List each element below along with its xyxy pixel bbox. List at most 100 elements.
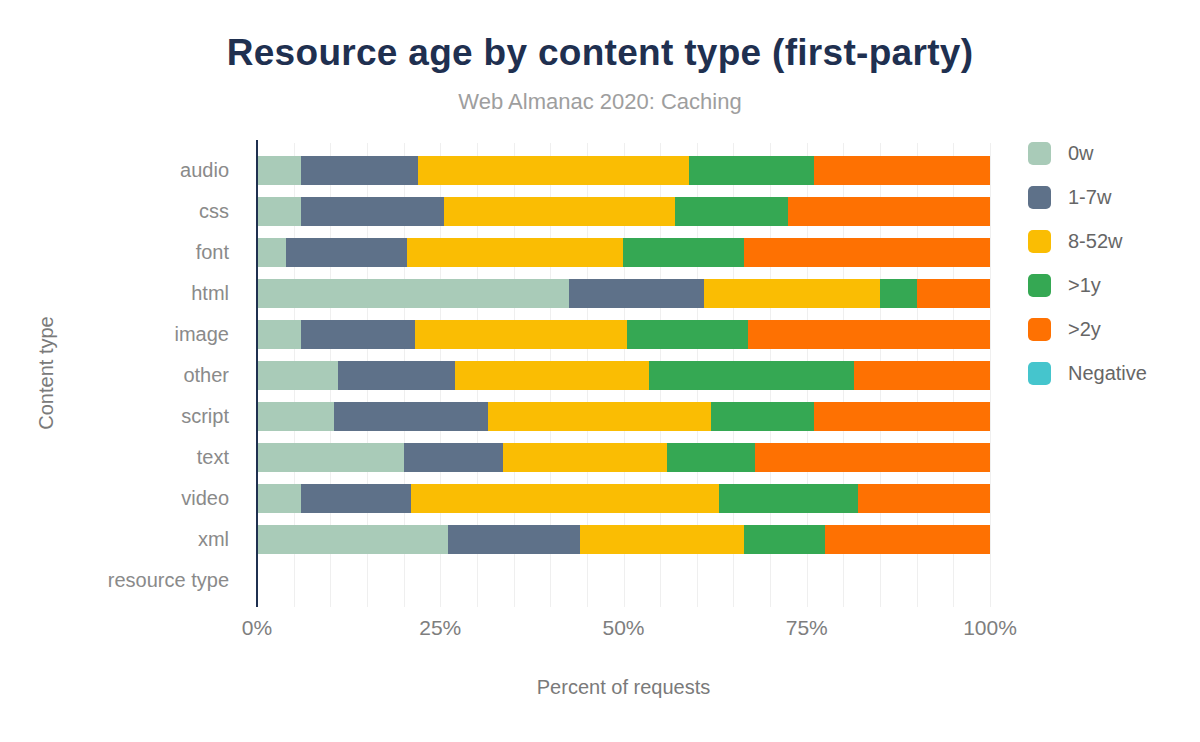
- bar-row-resource-type: [257, 566, 990, 595]
- bar-segment-0w[interactable]: [257, 402, 334, 431]
- bar-segment-8-52w[interactable]: [415, 320, 628, 349]
- bar-segment-1-7w[interactable]: [569, 279, 705, 308]
- legend-swatch-0w: [1028, 142, 1051, 165]
- legend-swatch-8-52w: [1028, 230, 1051, 253]
- bar-segment-8-52w[interactable]: [418, 156, 689, 185]
- bar-segment-1-7w[interactable]: [338, 361, 455, 390]
- x-tick-label-100-: 100%: [963, 616, 1017, 640]
- bar-segment--2y[interactable]: [814, 156, 990, 185]
- bar-segment--1y[interactable]: [880, 279, 917, 308]
- bar-row-font: [257, 238, 990, 267]
- bar-segment-0w[interactable]: [257, 443, 404, 472]
- bar-segment--1y[interactable]: [711, 402, 814, 431]
- bar-row-other: [257, 361, 990, 390]
- legend: 0w 1-7w 8-52w >1y >2y Negative: [1028, 142, 1147, 406]
- bar-segment-0w[interactable]: [257, 525, 448, 554]
- bar-segment--1y[interactable]: [667, 443, 755, 472]
- x-ticks: 0%25%50%75%100%: [257, 616, 990, 644]
- page-title: Resource age by content type (first-part…: [0, 32, 1200, 74]
- bar-segment--2y[interactable]: [854, 361, 990, 390]
- x-tick-label-50-: 50%: [602, 616, 644, 640]
- bar-segment--2y[interactable]: [744, 238, 990, 267]
- legend-label--2y: >2y: [1068, 318, 1101, 341]
- category-label-other: other: [0, 361, 243, 390]
- bar-row-audio: [257, 156, 990, 185]
- legend-label-negative: Negative: [1068, 362, 1147, 385]
- legend-label-1-7w: 1-7w: [1068, 186, 1111, 209]
- bar-segment-8-52w[interactable]: [407, 238, 623, 267]
- bar-segment-8-52w[interactable]: [580, 525, 745, 554]
- bar-row-css: [257, 197, 990, 226]
- bar-segment--2y[interactable]: [755, 443, 990, 472]
- bar-segment-0w[interactable]: [257, 484, 301, 513]
- legend-item-8-52w[interactable]: 8-52w: [1028, 230, 1147, 253]
- legend-label-8-52w: 8-52w: [1068, 230, 1122, 253]
- bar-segment-8-52w[interactable]: [455, 361, 649, 390]
- category-label-html: html: [0, 279, 243, 308]
- legend-item-0w[interactable]: 0w: [1028, 142, 1147, 165]
- category-label-css: css: [0, 197, 243, 226]
- legend-label--1y: >1y: [1068, 274, 1101, 297]
- bar-segment-8-52w[interactable]: [503, 443, 668, 472]
- bar-segment-8-52w[interactable]: [488, 402, 712, 431]
- chart-subtitle: Web Almanac 2020: Caching: [0, 89, 1200, 115]
- category-label-script: script: [0, 402, 243, 431]
- legend-item--1y[interactable]: >1y: [1028, 274, 1147, 297]
- legend-label-0w: 0w: [1068, 142, 1094, 165]
- legend-swatch-negative: [1028, 362, 1051, 385]
- category-label-text: text: [0, 443, 243, 472]
- bar-segment--1y[interactable]: [675, 197, 789, 226]
- bar-segment--1y[interactable]: [744, 525, 825, 554]
- bar-segment-0w[interactable]: [257, 279, 569, 308]
- legend-item--2y[interactable]: >2y: [1028, 318, 1147, 341]
- bar-segment--1y[interactable]: [627, 320, 748, 349]
- bar-segment-1-7w[interactable]: [301, 156, 418, 185]
- bar-segment-0w[interactable]: [257, 361, 338, 390]
- bar-segment--2y[interactable]: [825, 525, 990, 554]
- category-label-audio: audio: [0, 156, 243, 185]
- legend-swatch-1-7w: [1028, 186, 1051, 209]
- bar-segment--2y[interactable]: [917, 279, 990, 308]
- bar-segment-8-52w[interactable]: [444, 197, 675, 226]
- gridline: [990, 143, 991, 607]
- bar-segment-1-7w[interactable]: [334, 402, 488, 431]
- bar-row-script: [257, 402, 990, 431]
- bar-segment-8-52w[interactable]: [411, 484, 719, 513]
- x-tick-label-0-: 0%: [242, 616, 272, 640]
- bar-row-image: [257, 320, 990, 349]
- x-tick-label-75-: 75%: [786, 616, 828, 640]
- legend-item-1-7w[interactable]: 1-7w: [1028, 186, 1147, 209]
- bar-segment--2y[interactable]: [788, 197, 990, 226]
- bar-segment-1-7w[interactable]: [301, 197, 444, 226]
- bar-segment--1y[interactable]: [623, 238, 744, 267]
- x-tick-label-25-: 25%: [419, 616, 461, 640]
- category-label-resource-type: resource type: [0, 566, 243, 595]
- bar-segment--2y[interactable]: [748, 320, 990, 349]
- legend-item-negative[interactable]: Negative: [1028, 362, 1147, 385]
- bar-segment-0w[interactable]: [257, 320, 301, 349]
- bar-segment-1-7w[interactable]: [286, 238, 407, 267]
- category-label-xml: xml: [0, 525, 243, 554]
- plot-area: [257, 140, 990, 607]
- category-label-font: font: [0, 238, 243, 267]
- bar-segment-0w[interactable]: [257, 197, 301, 226]
- bar-segment-1-7w[interactable]: [301, 320, 415, 349]
- bar-segment-1-7w[interactable]: [301, 484, 411, 513]
- bar-row-html: [257, 279, 990, 308]
- bar-segment-1-7w[interactable]: [448, 525, 580, 554]
- chart-frame: Resource age by content type (first-part…: [0, 0, 1200, 742]
- bar-segment--1y[interactable]: [689, 156, 814, 185]
- bar-row-xml: [257, 525, 990, 554]
- bar-segment-0w[interactable]: [257, 156, 301, 185]
- category-labels: audiocssfonthtmlimageotherscripttextvide…: [0, 140, 243, 607]
- bar-segment-8-52w[interactable]: [704, 279, 880, 308]
- bar-segment--2y[interactable]: [814, 402, 990, 431]
- bar-segment--2y[interactable]: [858, 484, 990, 513]
- bar-segment-1-7w[interactable]: [404, 443, 503, 472]
- category-label-video: video: [0, 484, 243, 513]
- bar-segment-0w[interactable]: [257, 238, 286, 267]
- bar-segment--1y[interactable]: [649, 361, 854, 390]
- legend-swatch--2y: [1028, 318, 1051, 341]
- bar-row-video: [257, 484, 990, 513]
- bar-segment--1y[interactable]: [719, 484, 858, 513]
